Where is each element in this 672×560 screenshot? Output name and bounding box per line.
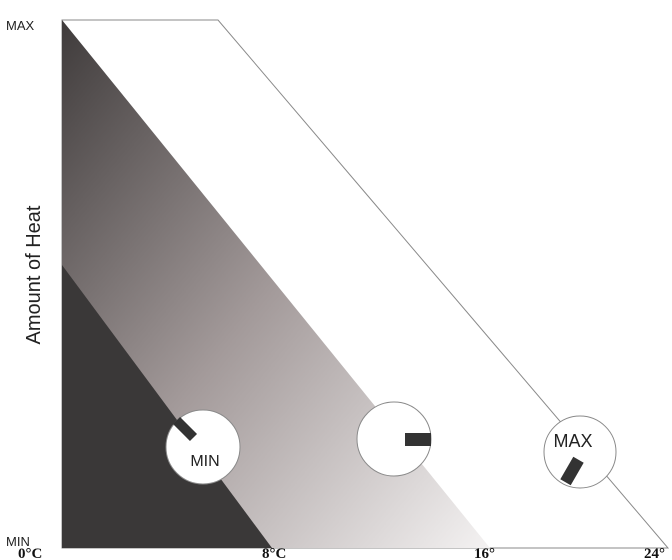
- dial-mid: [356, 401, 432, 477]
- dial-max-label: MAX: [553, 431, 592, 451]
- dial-max-face: [543, 415, 617, 489]
- x-tick-16: 16°: [474, 546, 495, 560]
- x-tick-8: 8°C: [262, 546, 286, 560]
- dial-min: MIN: [165, 409, 241, 485]
- y-axis-max-label: MAX: [6, 18, 35, 33]
- x-tick-0: 0°C: [18, 546, 42, 560]
- dial-max-knob: [560, 456, 584, 486]
- y-axis-min-label: MIN: [6, 534, 30, 549]
- dial-min-knob: [172, 416, 198, 442]
- dial-max: MAX: [543, 415, 617, 489]
- dial-min-label: MIN: [190, 453, 219, 470]
- x-tick-24: 24°: [644, 546, 665, 560]
- y-axis-title: Amount of Heat: [23, 205, 45, 344]
- dial-mid-knob: [405, 433, 431, 446]
